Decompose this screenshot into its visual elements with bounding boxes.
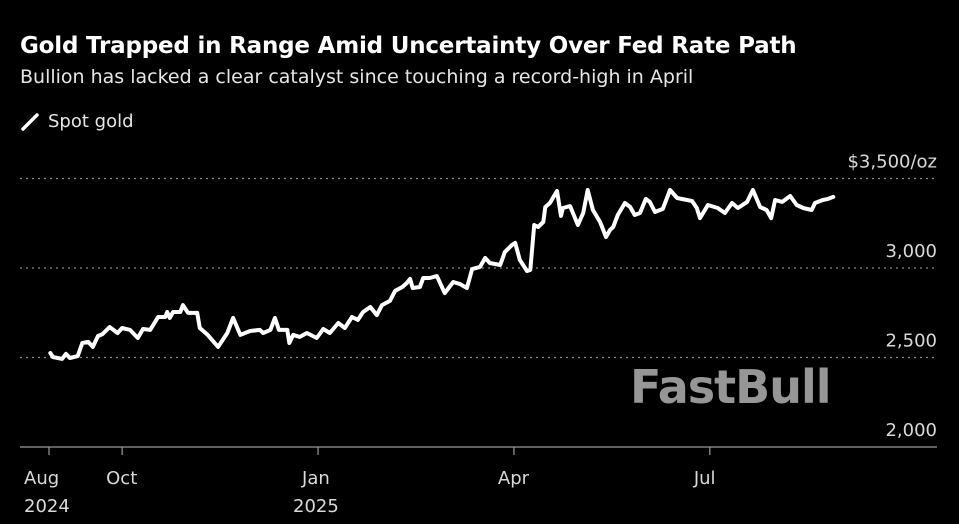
x-tick-label: Aug — [24, 468, 59, 489]
legend-label: Spot gold — [48, 111, 134, 132]
x-tick-year-label: 2024 — [24, 496, 70, 517]
y-tick-label: $3,500/oz — [847, 152, 937, 173]
x-tick-label: Jul — [693, 468, 716, 489]
legend-line-icon — [21, 112, 39, 131]
chart-subtitle: Bullion has lacked a clear catalyst sinc… — [20, 66, 694, 88]
x-tick-year-label: 2025 — [293, 496, 339, 517]
y-tick-label: 2,500 — [885, 331, 937, 352]
series-line-spot-gold — [48, 188, 836, 361]
chart-title: Gold Trapped in Range Amid Uncertainty O… — [20, 33, 797, 59]
watermark-logo: FastBull — [630, 360, 831, 414]
y-tick-label: 2,000 — [885, 420, 937, 441]
x-tick-label: Apr — [498, 468, 530, 489]
x-tick-label: Oct — [106, 468, 137, 489]
x-tick-label: Jan — [301, 468, 330, 489]
legend: Spot gold — [20, 111, 134, 132]
y-tick-label: 3,000 — [885, 241, 937, 262]
